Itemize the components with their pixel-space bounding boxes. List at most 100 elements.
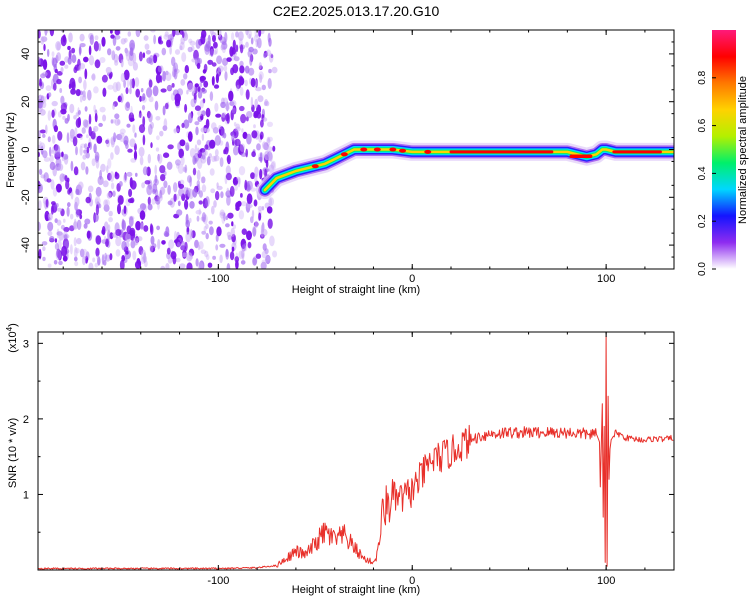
noise-speckle [179,263,186,269]
noise-speckle [174,49,181,55]
noise-speckle [205,232,209,240]
noise-speckle [117,95,123,103]
noise-speckle [41,241,48,246]
noise-speckle [81,127,86,134]
snr-plot-area [38,332,674,570]
noise-speckle [216,55,223,65]
noise-speckle [265,49,272,57]
noise-speckle [47,213,53,221]
noise-speckle [145,50,151,55]
noise-speckle [129,138,136,148]
noise-speckle [105,238,109,247]
noise-speckle [166,247,171,255]
noise-speckle [155,73,161,84]
y-tick-label: 3 [23,338,29,350]
noise-speckle [251,209,255,219]
noise-speckle [135,172,138,177]
spectrogram-x-ticks: -100 0 100 [62,30,646,285]
noise-speckle [60,35,67,47]
noise-speckle [84,119,90,129]
noise-speckle [201,230,207,235]
noise-speckle [185,213,189,225]
noise-speckle [101,36,106,47]
noise-speckle [87,185,94,193]
noise-speckle [177,241,181,248]
noise-speckle [253,124,256,129]
noise-speckle [248,67,255,76]
noise-speckle [146,184,153,196]
noise-speckle [166,85,173,91]
noise-speckle [266,206,273,214]
noise-speckle [55,203,59,208]
noise-speckle [235,206,240,212]
noise-speckle [181,122,185,128]
noise-speckle [98,43,102,52]
noise-speckle [148,96,154,103]
noise-speckle [154,174,158,184]
noise-speckle [185,142,190,151]
noise-speckle [176,125,181,134]
snr-panel: -100 0 100 1 2 3 Height of straight line (km… [5,323,675,596]
snr-x-label: Height of straight line (km) [292,584,420,596]
noise-speckle [86,134,89,139]
noise-speckle [240,250,245,259]
noise-speckle [197,91,203,99]
snr-y-label: SNR (10 * v/v) [7,418,19,488]
noise-speckle [206,156,211,166]
noise-speckle [51,134,56,144]
noise-speckle [174,239,180,244]
noise-speckle [38,56,41,67]
noise-speckle [232,39,236,50]
noise-speckle [205,254,210,261]
noise-speckle [186,89,189,95]
noise-speckle [233,145,239,156]
noise-speckle [128,188,133,198]
noise-speckle [231,221,234,227]
noise-speckle [251,151,256,158]
noise-speckle [260,119,264,128]
noise-speckle [169,46,172,55]
noise-speckle [214,47,219,55]
noise-speckle [109,171,115,183]
noise-speckle [232,176,239,186]
noise-speckle [42,59,48,70]
noise-speckle [254,173,258,183]
noise-speckle [43,157,51,162]
noise-speckle [254,30,260,38]
noise-speckle [259,168,263,180]
noise-speckle [198,200,203,205]
noise-speckle [39,129,47,134]
noise-speckle [79,135,83,140]
noise-speckle [258,62,262,70]
noise-speckle [79,145,83,156]
noise-speckle [43,96,47,103]
noise-speckle [121,254,126,262]
noise-speckle [107,158,112,169]
noise-speckle [143,225,149,232]
noise-speckle [79,214,83,220]
noise-speckle [195,39,201,49]
noise-speckle [176,209,183,216]
noise-speckle [163,118,168,129]
noise-speckle [89,141,92,150]
noise-speckle [138,246,144,255]
noise-speckle [187,131,193,142]
noise-speckle [107,172,112,181]
noise-speckle [257,37,262,49]
noise-speckle [130,240,136,249]
noise-speckle [112,190,116,197]
noise-speckle [240,113,247,124]
noise-speckle [49,154,54,164]
noise-speckle [167,34,174,41]
noise-speckle [164,102,169,110]
noise-speckle [91,158,96,167]
noise-speckle [59,88,63,93]
noise-speckle [130,105,133,116]
noise-speckle [239,65,245,74]
noise-speckle [52,187,58,197]
noise-speckle [232,63,239,74]
noise-speckle [86,230,91,239]
noise-speckle [268,52,274,63]
noise-speckle [246,193,253,205]
noise-speckle [149,223,153,233]
